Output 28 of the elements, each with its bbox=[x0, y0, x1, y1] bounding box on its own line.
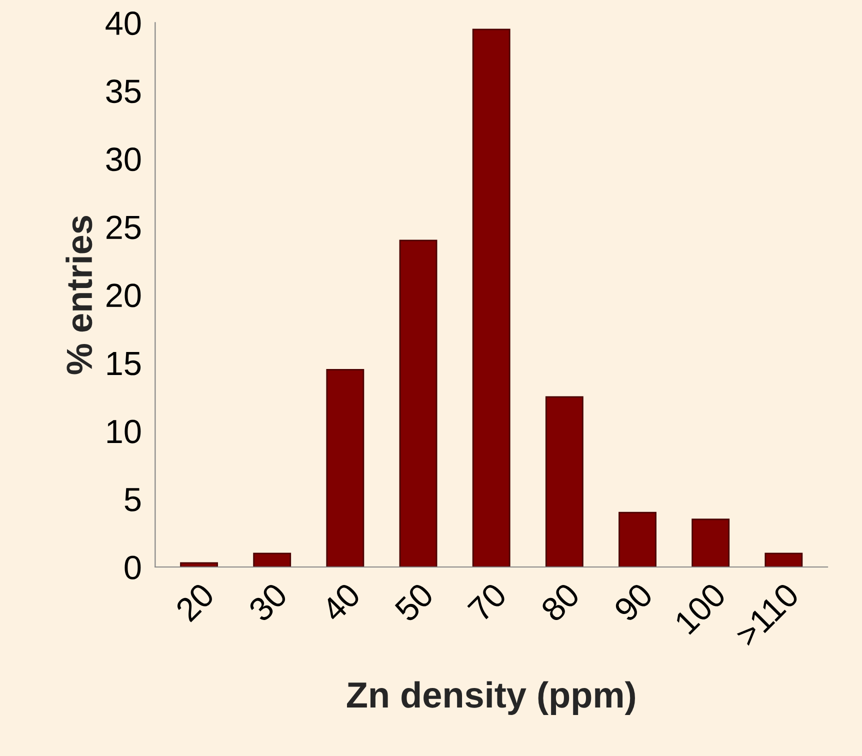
bar bbox=[180, 562, 218, 567]
bar bbox=[545, 396, 584, 567]
x-tick-label: 20 bbox=[174, 582, 216, 623]
y-tick-label: 10 bbox=[107, 420, 141, 444]
x-tick-label: 50 bbox=[394, 582, 435, 623]
bar bbox=[764, 552, 803, 567]
bar bbox=[253, 552, 292, 567]
y-tick-label: 20 bbox=[106, 284, 141, 308]
x-tick-label: 40 bbox=[320, 582, 362, 624]
y-tick-label: 35 bbox=[106, 80, 141, 104]
y-tick-label: 25 bbox=[106, 216, 141, 240]
x-tick-label: 100 bbox=[674, 582, 727, 636]
bar bbox=[692, 518, 730, 567]
x-tick-label: 90 bbox=[613, 582, 654, 623]
y-tick-label: 40 bbox=[106, 11, 141, 36]
bar bbox=[326, 368, 364, 567]
x-tick-label: 70 bbox=[466, 582, 508, 623]
bar bbox=[399, 240, 438, 567]
x-axis-title: Zn density (ppm) bbox=[346, 681, 635, 715]
y-tick-label: 5 bbox=[124, 488, 141, 512]
x-tick-label: 80 bbox=[540, 582, 581, 623]
y-tick-label: 0 bbox=[124, 556, 141, 580]
y-tick-label: 15 bbox=[107, 352, 141, 376]
y-axis-title: % entries bbox=[66, 216, 92, 374]
bar bbox=[618, 512, 656, 567]
x-tick-label: 30 bbox=[247, 582, 288, 623]
y-tick-label: 30 bbox=[106, 148, 141, 172]
bar bbox=[472, 28, 510, 567]
